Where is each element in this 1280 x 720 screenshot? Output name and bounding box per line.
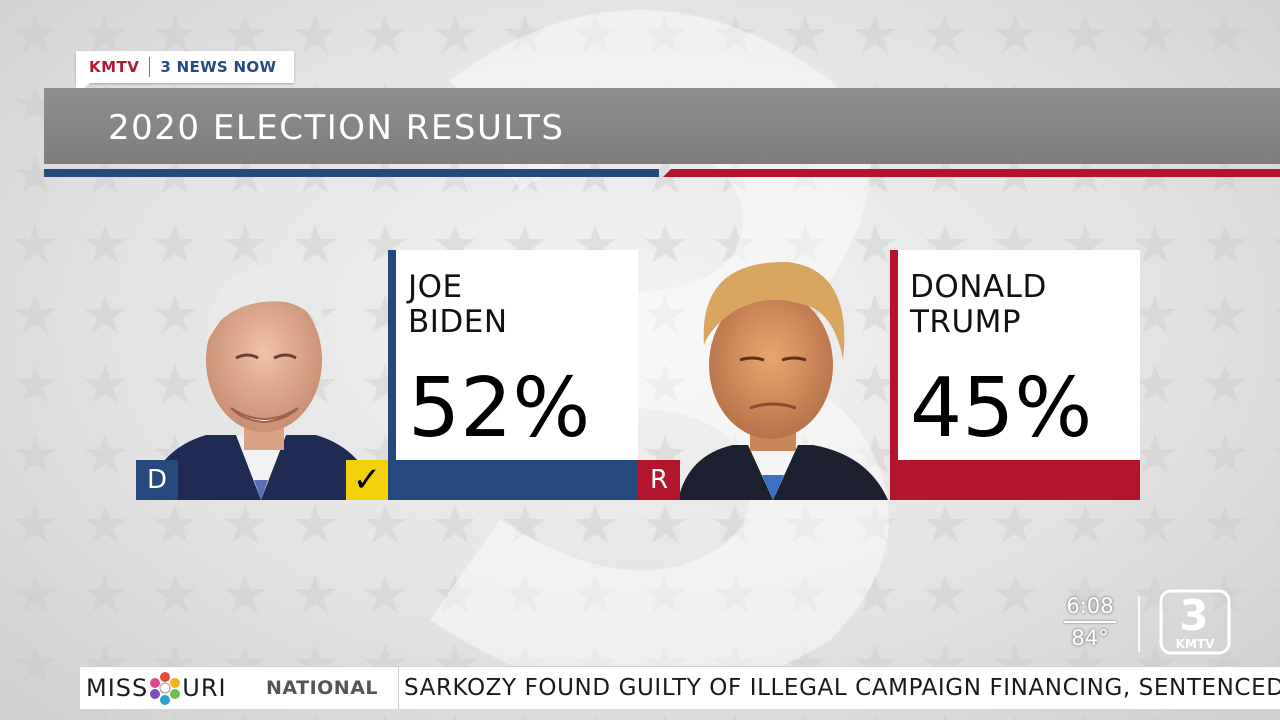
candidate-percent: 52% [408, 361, 591, 456]
title-bar: 2020 ELECTION RESULTS [44, 88, 1280, 164]
kmtv-logo-icon: 3 KMTV [1159, 589, 1231, 655]
temperature: 84° [1071, 626, 1109, 650]
clock-time: 6:08 [1066, 594, 1114, 618]
party-badge-rep: R [638, 460, 680, 500]
missouri-logo: MISS URI [80, 667, 246, 709]
card-base-bar [388, 460, 638, 500]
trump-portrait-icon [678, 261, 888, 500]
card-base-bar [890, 460, 1140, 500]
logo-text-left: MISS [86, 674, 149, 702]
candidate-photo-biden: D [136, 250, 388, 500]
candidate-name: JOE BIDEN [408, 270, 508, 340]
candidate-last-name: TRUMP [910, 304, 1022, 340]
station-brand: 3 NEWS NOW [160, 58, 277, 76]
bug-divider [1138, 596, 1140, 652]
biden-portrait-icon [146, 268, 376, 500]
rule-red [663, 169, 1280, 177]
watermark-three-icon [430, 10, 889, 696]
rule-blue [44, 169, 659, 177]
card-stripe [890, 250, 898, 500]
candidate-card-biden: JOE BIDEN 52% [388, 250, 638, 500]
party-badge-dem: D [136, 460, 178, 500]
time-divider [1064, 621, 1116, 623]
station-tag: KMTV 3 NEWS NOW [76, 51, 294, 95]
flower-icon [150, 672, 181, 705]
candidate-last-name: BIDEN [408, 304, 508, 340]
station-separator [149, 57, 151, 77]
card-stripe [388, 250, 396, 500]
ticker-headline: SARKOZY FOUND GUILTY OF ILLEGAL CAMPAIGN… [404, 675, 1280, 701]
graphic-title: 2020 ELECTION RESULTS [108, 108, 565, 148]
logo-text-right: URI [182, 674, 227, 702]
candidate-name: DONALD TRUMP [910, 270, 1047, 340]
logo-number: 3 [1179, 591, 1208, 640]
candidate-percent: 45% [910, 361, 1093, 456]
station-call-letters: KMTV [89, 58, 140, 76]
time-temp-bug: 6:08 84° [1060, 594, 1120, 650]
ticker-section-label: NATIONAL [246, 667, 399, 709]
candidate-first-name: DONALD [910, 269, 1047, 305]
candidate-photo-trump: R [638, 250, 890, 500]
candidate-first-name: JOE [408, 269, 463, 305]
winner-check-icon: ✓ [346, 460, 388, 500]
logo-text: KMTV [1176, 637, 1215, 651]
candidate-card-trump: DONALD TRUMP 45% [890, 250, 1140, 500]
news-ticker: MISS URI NATIONAL SARKOZY FOUND GUILTY O… [80, 666, 1280, 709]
